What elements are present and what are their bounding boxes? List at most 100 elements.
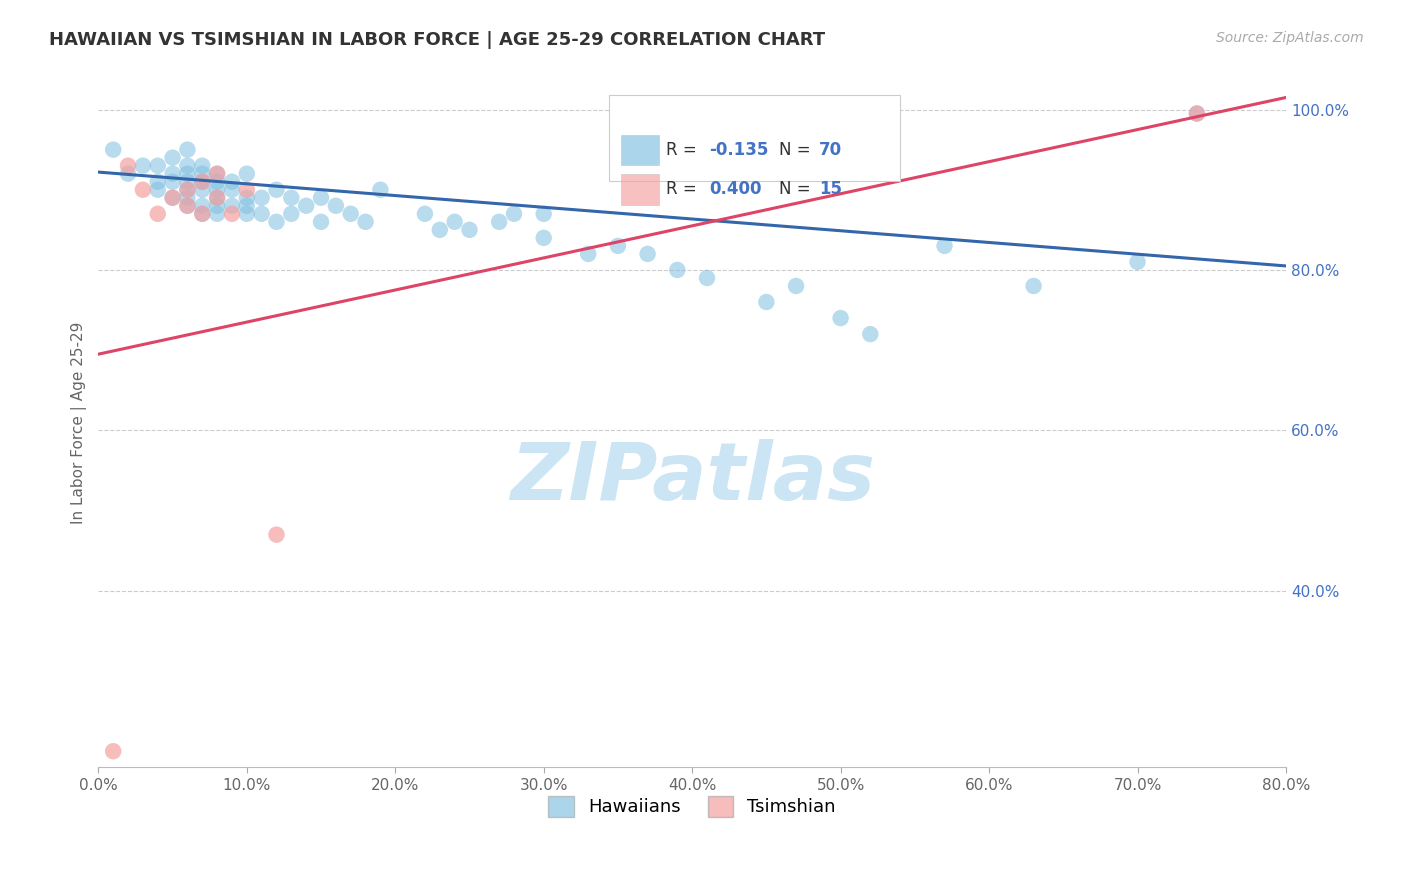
Point	[236, 191, 259, 205]
Point	[146, 175, 169, 189]
Point	[221, 183, 243, 197]
Point	[205, 167, 228, 181]
Point	[176, 143, 198, 157]
Point	[146, 183, 169, 197]
Point	[191, 175, 214, 189]
Point	[637, 247, 659, 261]
Point	[162, 191, 184, 205]
Text: N =: N =	[779, 180, 815, 198]
Point	[354, 215, 377, 229]
Point	[162, 191, 184, 205]
Point	[236, 207, 259, 221]
Point	[162, 175, 184, 189]
Point	[117, 159, 139, 173]
Point	[162, 167, 184, 181]
Point	[205, 199, 228, 213]
Text: R =: R =	[666, 141, 702, 159]
Point	[205, 175, 228, 189]
Point	[205, 191, 228, 205]
Point	[221, 199, 243, 213]
Text: 15: 15	[820, 180, 842, 198]
Point	[191, 167, 214, 181]
Point	[250, 207, 273, 221]
Point	[191, 159, 214, 173]
Y-axis label: In Labor Force | Age 25-29: In Labor Force | Age 25-29	[72, 321, 87, 524]
Point	[132, 183, 155, 197]
Point	[755, 295, 778, 310]
Point	[533, 207, 555, 221]
Point	[309, 191, 332, 205]
Point	[205, 183, 228, 197]
Point	[146, 207, 169, 221]
Point	[132, 159, 155, 173]
Point	[191, 207, 214, 221]
Text: N =: N =	[779, 141, 815, 159]
Point	[1185, 106, 1208, 120]
Point	[205, 207, 228, 221]
Point	[191, 175, 214, 189]
Point	[503, 207, 526, 221]
Point	[205, 167, 228, 181]
Point	[266, 527, 288, 541]
Point	[413, 207, 436, 221]
Point	[236, 183, 259, 197]
Point	[236, 167, 259, 181]
Point	[458, 223, 481, 237]
Point	[191, 199, 214, 213]
Legend: Hawaiians, Tsimshian: Hawaiians, Tsimshian	[541, 789, 844, 824]
Point	[191, 207, 214, 221]
Point	[533, 231, 555, 245]
Point	[176, 167, 198, 181]
Text: 70: 70	[820, 141, 842, 159]
Point	[295, 199, 318, 213]
Point	[176, 191, 198, 205]
Text: HAWAIIAN VS TSIMSHIAN IN LABOR FORCE | AGE 25-29 CORRELATION CHART: HAWAIIAN VS TSIMSHIAN IN LABOR FORCE | A…	[49, 31, 825, 49]
Point	[606, 239, 628, 253]
Point	[176, 183, 198, 197]
Point	[117, 167, 139, 181]
Point	[176, 183, 198, 197]
Point	[221, 175, 243, 189]
Point	[176, 199, 198, 213]
Point	[236, 199, 259, 213]
Text: Source: ZipAtlas.com: Source: ZipAtlas.com	[1216, 31, 1364, 45]
Point	[221, 207, 243, 221]
Point	[325, 199, 347, 213]
Point	[103, 744, 125, 758]
Point	[429, 223, 451, 237]
Text: R =: R =	[666, 180, 702, 198]
Point	[576, 247, 599, 261]
Point	[934, 239, 956, 253]
Point	[280, 191, 302, 205]
FancyBboxPatch shape	[621, 135, 659, 165]
Point	[266, 183, 288, 197]
Point	[339, 207, 361, 221]
FancyBboxPatch shape	[609, 95, 900, 181]
Text: -0.135: -0.135	[709, 141, 768, 159]
Point	[443, 215, 465, 229]
Point	[666, 263, 689, 277]
Point	[146, 159, 169, 173]
Point	[176, 159, 198, 173]
Point	[250, 191, 273, 205]
Point	[280, 207, 302, 221]
Point	[162, 151, 184, 165]
Point	[1126, 255, 1149, 269]
Point	[785, 279, 807, 293]
Point	[696, 271, 718, 285]
Point	[830, 311, 852, 326]
FancyBboxPatch shape	[621, 174, 659, 204]
Point	[191, 183, 214, 197]
Point	[205, 191, 228, 205]
Point	[859, 327, 882, 342]
Text: ZIPatlas: ZIPatlas	[509, 439, 875, 516]
Point	[176, 175, 198, 189]
Point	[488, 215, 510, 229]
Point	[1022, 279, 1045, 293]
Point	[266, 215, 288, 229]
Point	[176, 199, 198, 213]
Text: 0.400: 0.400	[709, 180, 761, 198]
Point	[1185, 106, 1208, 120]
Point	[309, 215, 332, 229]
Point	[103, 143, 125, 157]
